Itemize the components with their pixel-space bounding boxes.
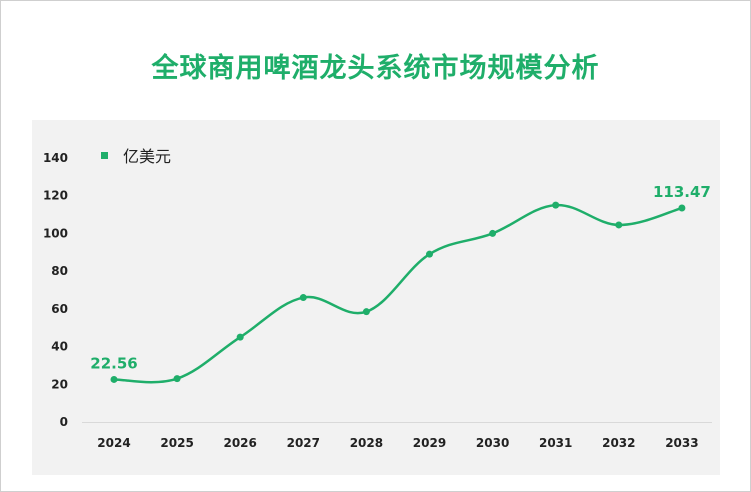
data-point xyxy=(173,375,181,383)
x-tick-label: 2033 xyxy=(665,436,698,450)
data-point xyxy=(615,221,623,229)
series-line xyxy=(113,203,683,384)
x-tick-label: 2027 xyxy=(287,436,320,450)
data-point xyxy=(678,204,686,212)
data-point xyxy=(552,201,560,209)
x-tick-label: 2031 xyxy=(539,436,572,450)
x-tick-label: 2029 xyxy=(413,436,446,450)
y-tick-label: 0 xyxy=(60,415,68,429)
x-tick-label: 2032 xyxy=(602,436,635,450)
data-point xyxy=(236,333,244,341)
x-tick-label: 2024 xyxy=(97,436,130,450)
data-point xyxy=(489,229,497,237)
x-tick-label: 2030 xyxy=(476,436,509,450)
data-label: 113.47 xyxy=(653,183,711,201)
legend-label: 亿美元 xyxy=(123,147,171,166)
x-tick-label: 2026 xyxy=(223,436,256,450)
y-tick-label: 40 xyxy=(51,340,68,354)
data-point xyxy=(110,375,118,383)
y-tick-label: 120 xyxy=(43,189,68,203)
plot-area xyxy=(32,120,720,475)
y-tick-label: 80 xyxy=(51,264,68,278)
y-tick-label: 100 xyxy=(43,226,68,240)
y-tick-label: 140 xyxy=(43,151,68,165)
chart-title: 全球商用啤酒龙头系统市场规模分析 xyxy=(151,53,600,84)
x-tick-label: 2028 xyxy=(350,436,383,450)
legend-marker xyxy=(101,152,108,159)
y-tick-label: 60 xyxy=(51,302,68,316)
x-tick-label: 2025 xyxy=(160,436,193,450)
data-point xyxy=(299,294,307,302)
y-tick-label: 20 xyxy=(51,377,68,391)
data-point xyxy=(426,250,433,258)
data-point xyxy=(362,308,370,316)
data-label: 22.56 xyxy=(90,354,137,372)
